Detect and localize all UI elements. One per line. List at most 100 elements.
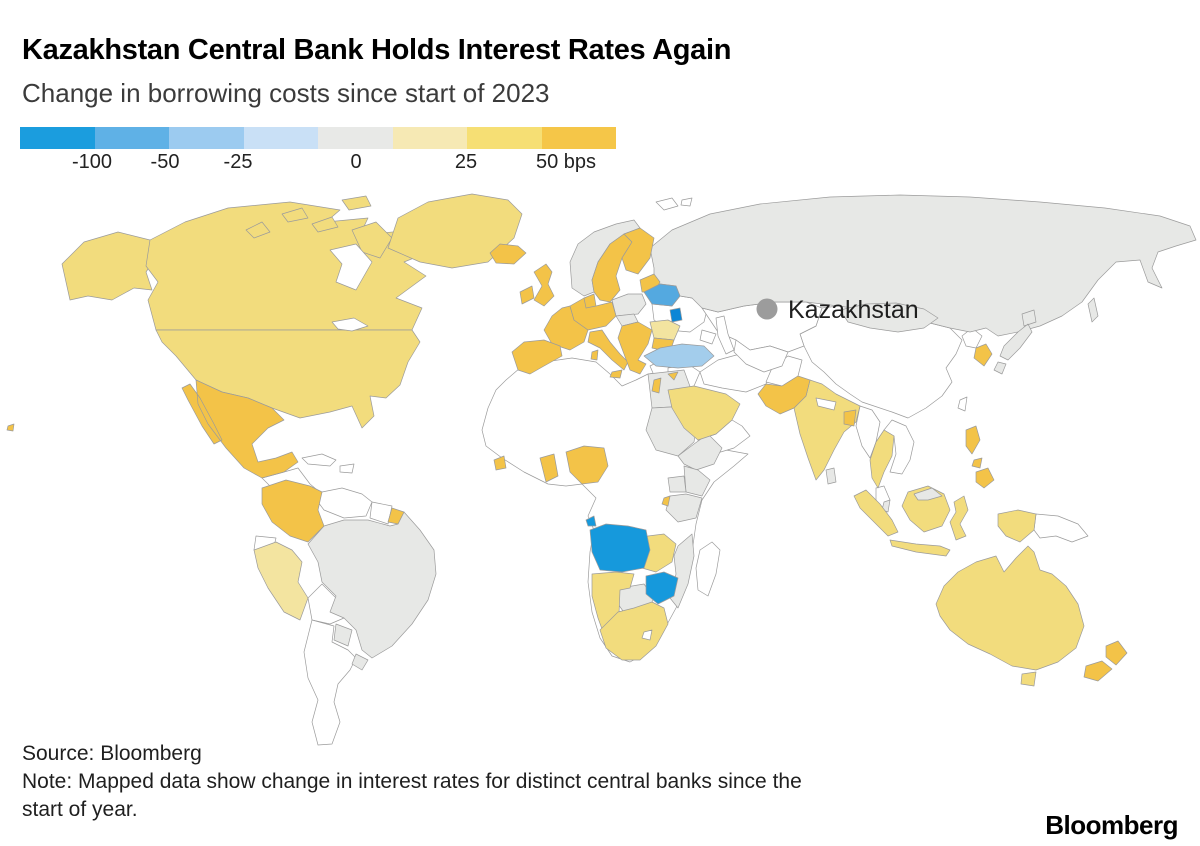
country-greenland	[387, 193, 523, 269]
legend-tick-0: 0	[350, 151, 362, 173]
country-mozambique	[669, 533, 695, 609]
legend-tick-25: 25	[454, 151, 478, 173]
map-regions-unchanged-overlay	[913, 487, 943, 501]
country-south-africa	[599, 601, 669, 661]
page-subtitle: Change in borrowing costs since start of…	[22, 78, 550, 108]
kazakhstan-annotation-label: Kazakhstan	[788, 296, 919, 324]
country-israel	[651, 377, 662, 394]
map-regions-plus50	[6, 227, 1128, 682]
country-madagascar	[695, 541, 721, 597]
region-indochina	[883, 419, 915, 475]
country-south-korea	[973, 343, 993, 367]
country-ethiopia	[677, 433, 723, 471]
region-balkans-greece	[617, 321, 653, 375]
water-hudson-bay	[329, 243, 373, 291]
country-italy	[587, 329, 629, 379]
country-zimbabwe	[645, 571, 679, 605]
country-angola	[585, 515, 651, 573]
sea-caspian	[715, 315, 735, 355]
country-lesotho	[641, 629, 653, 641]
map-regions-plus25	[253, 319, 681, 621]
legend-swatch	[392, 127, 467, 149]
country-cuba	[301, 453, 337, 467]
source-line: Source: Bloomberg	[22, 742, 202, 765]
region-french-guiana	[387, 507, 405, 525]
page-title: Kazakhstan Central Bank Holds Interest R…	[22, 34, 732, 66]
country-colombia	[261, 479, 325, 543]
kazakhstan-annotation-group	[756, 298, 778, 320]
country-uganda	[667, 475, 687, 493]
country-sierra-leone	[493, 455, 507, 471]
country-papua-new-guinea	[1033, 513, 1089, 543]
footer-notes: Source: Bloomberg Note: Mapped data show…	[22, 740, 802, 824]
kazakhstan-marker-dot	[756, 298, 778, 320]
island-cyprus	[667, 371, 679, 381]
color-scale-legend	[20, 127, 616, 149]
water-great-lakes	[331, 317, 369, 332]
country-uruguay	[351, 653, 369, 671]
country-poland	[611, 293, 647, 317]
country-thailand	[869, 429, 895, 489]
island-sulawesi	[949, 495, 969, 541]
country-sri-lanka	[825, 467, 837, 485]
island-svalbard	[655, 197, 693, 211]
region-iberia	[511, 339, 563, 375]
country-argentina-chile	[303, 619, 357, 746]
map-water-and-enclaves	[329, 243, 837, 641]
country-ireland	[519, 285, 535, 305]
region-west-papua	[997, 509, 1037, 543]
country-finland	[621, 227, 655, 275]
country-iceland	[489, 243, 527, 265]
country-paraguay	[333, 623, 353, 647]
country-turkey	[643, 343, 715, 369]
country-mongolia	[839, 302, 939, 333]
note-line-1: Note: Mapped data show change in interes…	[22, 770, 802, 793]
map-regions-minus100	[585, 515, 679, 605]
island-sumatra	[853, 489, 899, 537]
legend-swatch	[20, 127, 95, 149]
map-regions-plus25-50	[61, 193, 1085, 687]
country-nepal	[815, 397, 837, 411]
bloomberg-logo: Bloomberg	[1045, 810, 1178, 840]
country-india	[793, 379, 861, 481]
country-australia	[935, 545, 1085, 671]
country-pakistan	[757, 375, 811, 415]
legend-swatch	[318, 127, 393, 149]
legend-swatch	[467, 127, 542, 149]
country-japan	[993, 309, 1037, 375]
island-tasmania	[1020, 671, 1037, 687]
country-denmark	[583, 293, 597, 309]
country-belarus	[643, 283, 681, 307]
region-central-asia	[733, 339, 789, 373]
country-rwanda-burundi	[661, 495, 671, 507]
country-hispaniola	[339, 463, 355, 474]
island-java	[889, 539, 951, 557]
island-hawaii	[6, 423, 15, 432]
country-moldova	[669, 307, 683, 323]
country-ghana	[539, 453, 559, 483]
country-brazil	[307, 511, 437, 659]
country-peru	[253, 541, 309, 621]
country-bangladesh	[843, 409, 857, 427]
country-saudi-arabia	[667, 385, 741, 441]
country-new-zealand	[1083, 640, 1128, 682]
island-sakhalin	[1087, 297, 1099, 323]
region-canadian-arctic-islands	[245, 195, 393, 259]
region-malaysia-borneo	[913, 487, 943, 501]
country-venezuela	[317, 487, 373, 519]
legend-swatch	[169, 127, 244, 149]
legend-tick-50bps: 50 bps	[536, 151, 597, 173]
country-russia	[649, 194, 1197, 337]
country-nigeria	[565, 445, 609, 485]
country-tanzania	[665, 493, 703, 523]
legend-swatch	[94, 127, 169, 149]
legend-swatch	[243, 127, 318, 149]
map-regions-minus25	[643, 343, 715, 369]
island-taiwan	[957, 396, 968, 412]
legend-tick--25: -25	[223, 151, 253, 173]
map-regions-minus100plus	[669, 307, 683, 323]
legend-swatch	[541, 127, 616, 149]
legend-tick--50: -50	[150, 151, 180, 173]
country-mexico	[181, 379, 299, 479]
